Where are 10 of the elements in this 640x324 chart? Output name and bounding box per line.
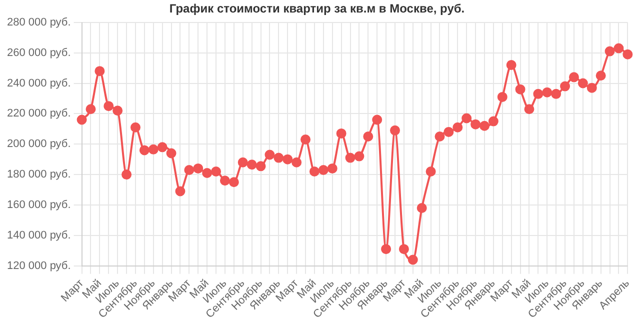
y-tick-label: 120 000 руб.	[6, 260, 71, 272]
y-tick-label: 220 000 руб.	[6, 108, 71, 120]
y-tick-label: 260 000 руб.	[6, 46, 71, 59]
y-tick-label: 140 000 руб.	[6, 229, 71, 242]
y-tick-label: 160 000 руб.	[6, 198, 71, 211]
chart-title: График стоимости квартир за кв.м в Москве, руб.	[169, 2, 465, 16]
y-tick-label: 200 000 руб.	[6, 138, 71, 150]
y-tick-label: 240 000 руб.	[6, 77, 71, 90]
y-tick-label: 180 000 руб.	[6, 168, 71, 181]
y-tick-label: 280 000 руб.	[6, 16, 71, 28]
